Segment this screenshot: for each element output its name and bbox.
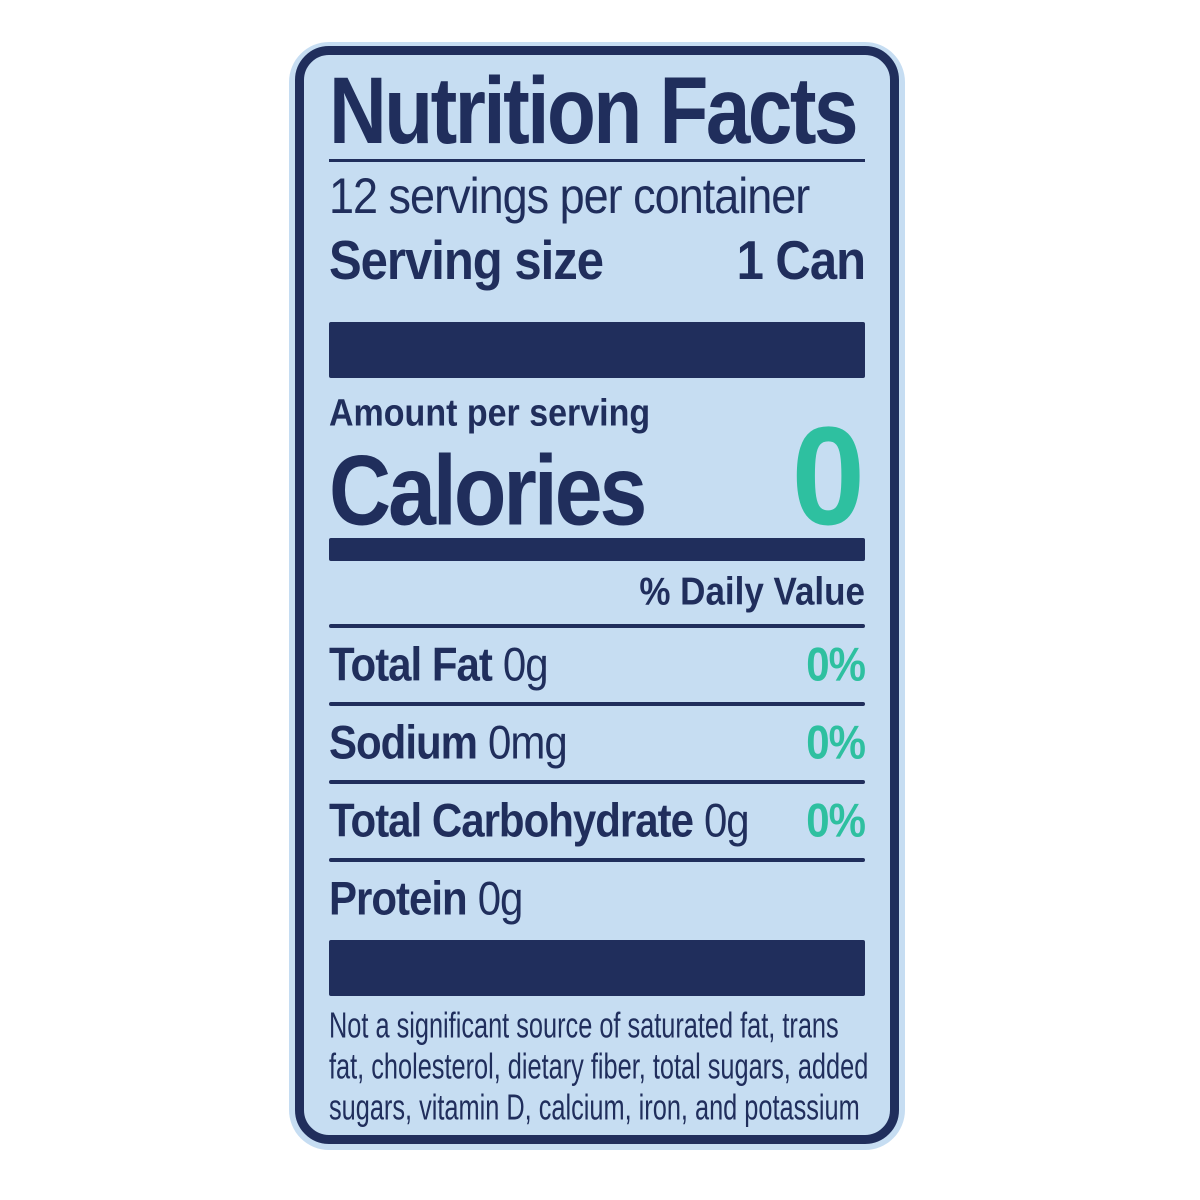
footnote-text: Not a significant source of saturated fa… <box>329 1006 869 1128</box>
nutrient-daily-value: 0% <box>806 794 866 847</box>
nutrient-rows: Total Fat 0g 0% Sodium 0mg 0% Total Carboh… <box>329 624 866 936</box>
serving-size-label: Serving size <box>329 230 604 292</box>
nutrient-daily-value: 0% <box>806 638 866 691</box>
nutrient-row: Sodium 0mg 0% <box>329 702 866 785</box>
nutrient-row: Protein 0g <box>329 858 865 941</box>
nutrient-left: Total Carbohydrate 0g <box>329 780 750 863</box>
nutrient-name: Total Fat <box>329 638 493 691</box>
nutrition-label: Nutrition Facts 12 servings per containe… <box>289 42 905 1150</box>
nutrient-row: Total Fat 0g 0% <box>329 624 866 707</box>
nutrient-row: Total Carbohydrate 0g 0% <box>329 780 866 863</box>
nutrient-left: Sodium 0mg <box>329 702 568 785</box>
title-divider <box>329 159 865 162</box>
daily-value-header: % Daily Value <box>639 569 865 614</box>
serving-size-value: 1 Can <box>736 230 866 292</box>
row-divider <box>329 780 865 784</box>
nutrient-name: Total Carbohydrate <box>329 794 694 847</box>
calories-row: Calories 0 <box>329 406 865 546</box>
medium-separator-bar <box>329 538 865 561</box>
thick-separator-bar-top <box>329 322 865 378</box>
footnote: Not a significant source of saturated fa… <box>329 1006 868 1132</box>
nutrient-amount: 0g <box>477 872 524 925</box>
nutrient-amount: 0mg <box>488 716 568 769</box>
nutrient-name: Sodium <box>329 716 478 769</box>
row-divider <box>329 624 865 628</box>
nutrient-left: Total Fat 0g <box>329 624 549 707</box>
nutrient-amount: 0g <box>502 638 549 691</box>
nutrition-facts-title: Nutrition Facts <box>329 57 858 163</box>
serving-size-row: Serving size 1 Can <box>329 226 866 295</box>
nutrient-left: Protein 0g <box>329 858 524 941</box>
thick-separator-bar-bottom <box>329 940 865 996</box>
servings-per-container: 12 servings per container <box>329 167 810 225</box>
nutrition-label-panel: Nutrition Facts 12 servings per containe… <box>295 46 899 1144</box>
calories-value: 0 <box>791 397 865 554</box>
row-divider <box>329 702 865 706</box>
amount-per-serving-label: Amount per serving <box>329 391 651 435</box>
nutrient-amount: 0g <box>703 794 750 847</box>
calories-label: Calories <box>329 435 647 547</box>
nutrient-daily-value: 0% <box>806 716 866 769</box>
row-divider <box>329 858 865 862</box>
nutrient-name: Protein <box>329 872 468 925</box>
